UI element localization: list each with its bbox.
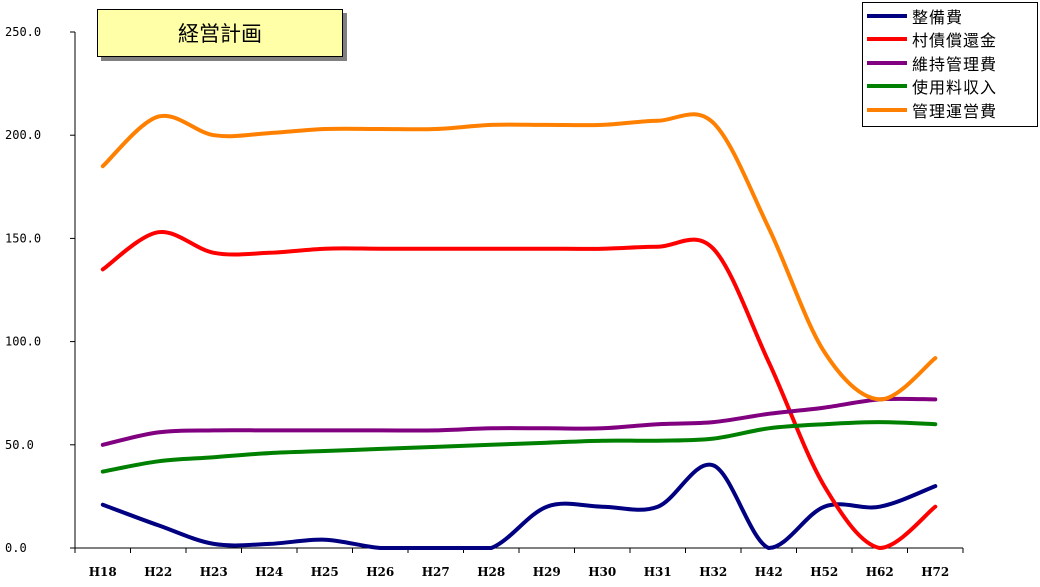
series-line-ijikanri bbox=[100, 396, 938, 447]
chart-title: 経営計画 bbox=[97, 9, 343, 57]
x-tick-label: H27 bbox=[422, 565, 450, 579]
x-ticks: H18 H22 H23 H24 H25 H26 H27 H28 H29 H30 H31 H32 H42 H… bbox=[74, 548, 964, 579]
legend: 整備費 村債償還金 維持管理費 使用料収入 管理運営費 bbox=[862, 2, 1038, 127]
x-tick-label: H62 bbox=[866, 565, 894, 579]
x-tick-label: H42 bbox=[755, 565, 783, 579]
legend-item-sonsai: 村債償還金 bbox=[867, 28, 1037, 52]
x-tick-label: H29 bbox=[533, 565, 561, 579]
series-lines bbox=[100, 112, 938, 551]
legend-item-seibihi: 整備費 bbox=[867, 4, 1037, 28]
legend-swatch-seibihi bbox=[867, 13, 907, 18]
y-tick-label: 250.0 bbox=[5, 25, 41, 39]
y-tick-label: 100.0 bbox=[5, 335, 41, 349]
x-tick-label: H72 bbox=[921, 565, 949, 579]
legend-swatch-shiyoryo bbox=[867, 84, 907, 89]
legend-swatch-sonsai bbox=[867, 37, 907, 42]
y-tick-label: 50.0 bbox=[5, 438, 34, 452]
series-line-shiyoryo bbox=[100, 420, 938, 474]
x-tick-label: H25 bbox=[311, 565, 339, 579]
series-line-sonsai bbox=[100, 230, 938, 550]
x-tick-label: H28 bbox=[477, 565, 505, 579]
x-tick-label: H24 bbox=[255, 565, 283, 579]
x-tick-label: H31 bbox=[644, 565, 672, 579]
legend-label-shiyoryo: 使用料収入 bbox=[912, 78, 998, 98]
legend-label-seibihi: 整備費 bbox=[912, 7, 964, 27]
x-tick-label: H52 bbox=[810, 565, 838, 579]
y-tick-label: 200.0 bbox=[5, 128, 41, 142]
x-tick-label: H22 bbox=[144, 565, 172, 579]
legend-label-ijikanri: 維持管理費 bbox=[912, 54, 998, 74]
legend-item-ijikanri: 維持管理費 bbox=[867, 51, 1037, 75]
y-tick-label: 150.0 bbox=[5, 231, 41, 245]
x-tick-label: H23 bbox=[200, 565, 228, 579]
legend-item-kanriunei: 管理運営費 bbox=[867, 98, 1037, 122]
legend-item-shiyoryo: 使用料収入 bbox=[867, 75, 1037, 99]
x-tick-label: H26 bbox=[366, 565, 394, 579]
x-tick-label: H30 bbox=[588, 565, 616, 579]
y-tick-label: 0.0 bbox=[5, 541, 27, 555]
series-line-seibihi bbox=[100, 462, 938, 551]
series-line-kanriunei bbox=[100, 112, 938, 402]
legend-label-sonsai: 村債償還金 bbox=[912, 31, 998, 51]
x-tick-label: H32 bbox=[699, 565, 727, 579]
legend-label-kanriunei: 管理運営費 bbox=[912, 101, 998, 121]
legend-swatch-kanriunei bbox=[867, 107, 907, 112]
legend-swatch-ijikanri bbox=[867, 60, 907, 65]
x-tick-label: H18 bbox=[89, 565, 117, 579]
y-ticks: 0.0 50.0 100.0 150.0 200.0 250.0 bbox=[5, 25, 75, 555]
